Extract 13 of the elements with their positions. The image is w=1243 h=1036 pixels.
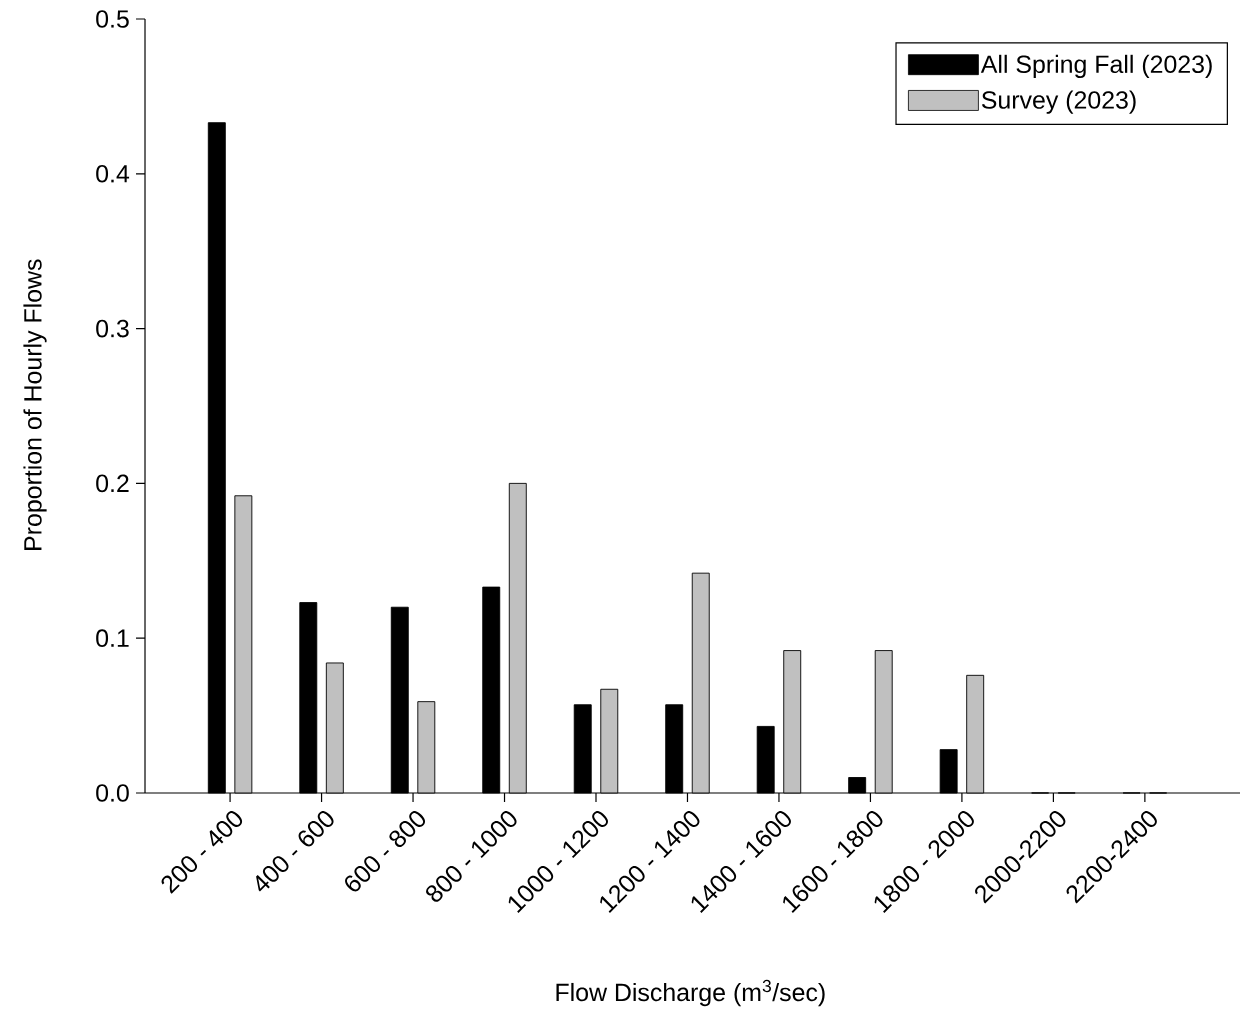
x-tick-label: 400 - 600 xyxy=(256,811,334,892)
y-tick-label: 0.1 xyxy=(96,629,129,648)
y-tick-label: 0.5 xyxy=(96,10,129,28)
x-axis-title: Flow Discharge (m$^{3}$/sec) xyxy=(556,979,825,1007)
y-tick-label: 0.4 xyxy=(96,164,130,183)
y-axis-title: Proportion of Hourly Flows xyxy=(23,259,47,550)
y-tick-label: 0.0 xyxy=(96,784,129,802)
y-tick-label: 0.2 xyxy=(96,474,129,493)
x-tick-label: 200 - 400 xyxy=(161,811,243,894)
legend-label: All Spring Fall (2023) xyxy=(980,54,1212,79)
legend-label: Survey (2023) xyxy=(981,90,1136,114)
y-tick-label: 0.3 xyxy=(96,319,129,338)
x-tick-label: 600 - 800 xyxy=(345,811,426,892)
